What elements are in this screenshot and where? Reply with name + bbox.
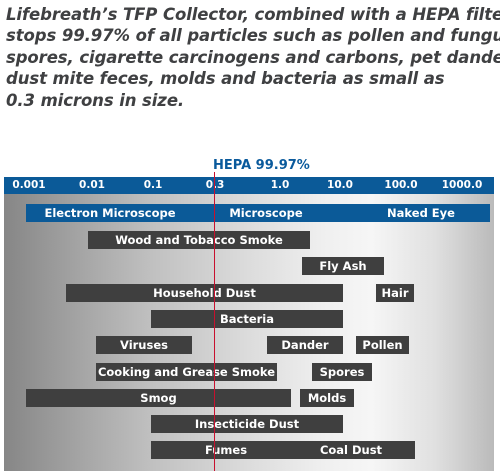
bar-fumes-coal-dust: Fumes Coal Dust bbox=[151, 441, 415, 459]
bar-spores: Spores bbox=[312, 363, 372, 381]
bar-dander: Dander bbox=[267, 336, 343, 354]
micron-scale-bar: 0.001 0.01 0.1 0.3 1.0 10.0 100.0 1000.0 bbox=[4, 177, 494, 194]
intro-line-3: spores, cigarette carcinogens and carbon… bbox=[6, 47, 500, 67]
intro-line-4: dust mite feces, molds and bacteria as s… bbox=[6, 69, 445, 89]
intro-line-5: 0.3 microns in size. bbox=[6, 90, 185, 110]
hepa-label: HEPA 99.97% bbox=[213, 158, 310, 173]
label-coal-dust: Coal Dust bbox=[319, 443, 383, 457]
intro-line-1: Lifebreath’s TFP Collector, combined wit… bbox=[6, 5, 500, 24]
particle-size-chart: Electron Microscope Microscope Naked Eye… bbox=[4, 194, 494, 471]
bar-smog: Smog bbox=[26, 389, 291, 407]
tick-label-1.0: 1.0 bbox=[270, 179, 290, 191]
tick-label-100.0: 100.0 bbox=[384, 179, 418, 191]
segment-microscope: Microscope bbox=[229, 206, 303, 220]
bar-insecticide-dust: Insecticide Dust bbox=[151, 415, 343, 433]
segment-naked-eye: Naked Eye bbox=[387, 206, 455, 220]
bar-cooking-and-grease-smoke: Cooking and Grease Smoke bbox=[96, 363, 277, 381]
bar-molds: Molds bbox=[300, 389, 354, 407]
visibility-band: Electron Microscope Microscope Naked Eye bbox=[26, 204, 490, 222]
bar-household-dust: Household Dust bbox=[66, 284, 343, 302]
bar-fly-ash: Fly Ash bbox=[302, 257, 384, 275]
intro-text: Lifebreath’s TFP Collector, combined wit… bbox=[6, 4, 500, 111]
hepa-threshold-line bbox=[214, 172, 215, 471]
bar-pollen: Pollen bbox=[356, 336, 409, 354]
intro-line-2: stops 99.97% of all particles such as po… bbox=[6, 26, 500, 46]
tick-label-0.01: 0.01 bbox=[79, 179, 105, 191]
tick-label-10.0: 10.0 bbox=[327, 179, 353, 191]
bar-bacteria: Bacteria bbox=[151, 310, 343, 328]
bar-hair: Hair bbox=[376, 284, 414, 302]
bar-wood-and-tobacco-smoke: Wood and Tobacco Smoke bbox=[88, 231, 310, 249]
bar-viruses: Viruses bbox=[96, 336, 192, 354]
tick-label-0.1: 0.1 bbox=[143, 179, 163, 191]
segment-electron-microscope: Electron Microscope bbox=[44, 206, 176, 220]
tick-label-1000.0: 1000.0 bbox=[441, 179, 483, 191]
tick-label-0.3: 0.3 bbox=[205, 179, 225, 191]
tick-label-0.001: 0.001 bbox=[12, 179, 46, 191]
label-fumes: Fumes bbox=[204, 443, 248, 457]
